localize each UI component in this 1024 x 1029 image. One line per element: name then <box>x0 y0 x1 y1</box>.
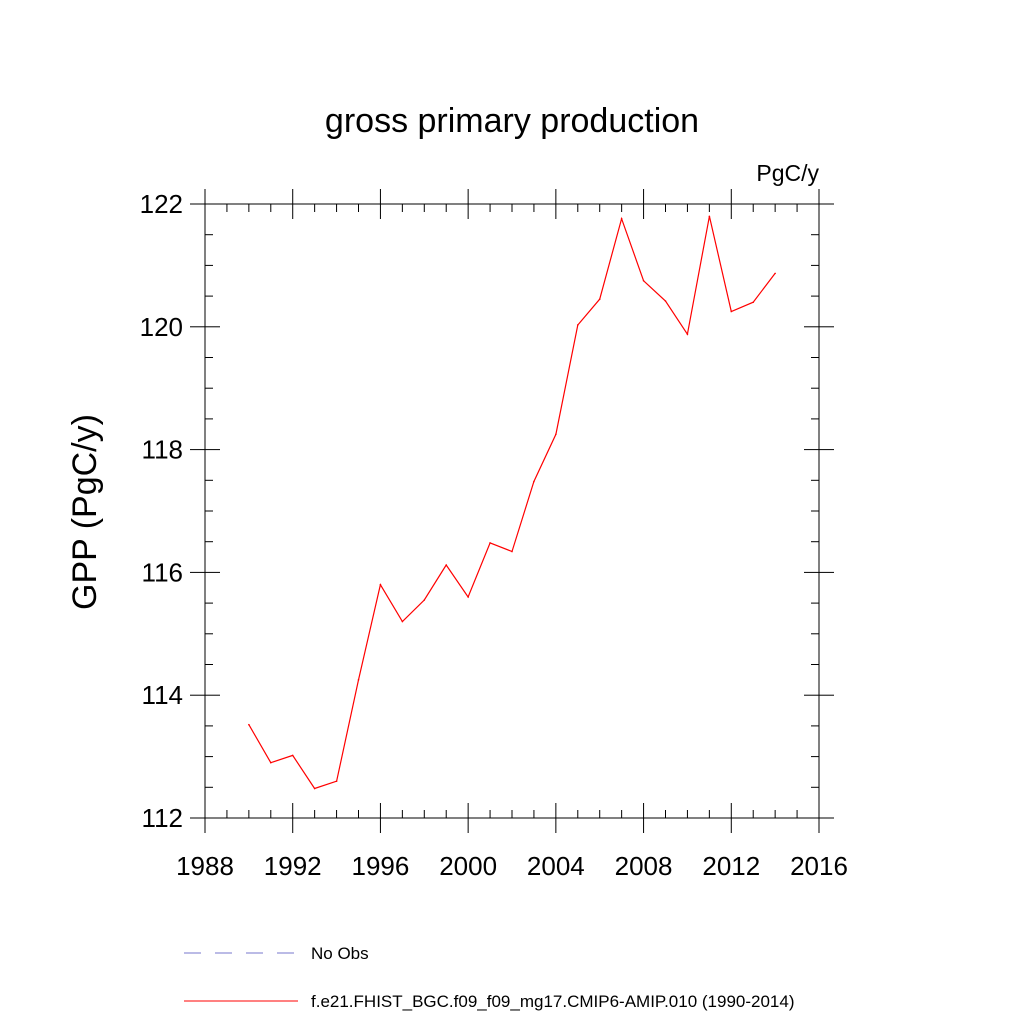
data-point <box>686 333 689 335</box>
data-point <box>335 780 338 782</box>
data-point <box>379 583 382 586</box>
legend: No Obs f.e21.FHIST_BGC.f09_f09_mg17.CMIP6… <box>184 944 795 1011</box>
legend-label: No Obs <box>311 944 369 963</box>
data-point <box>467 596 469 598</box>
x-tick-label: 1996 <box>352 851 410 881</box>
data-point <box>664 300 667 302</box>
legend-label: f.e21.FHIST_BGC.f09_f09_mg17.CMIP6-AMIP.… <box>311 992 795 1011</box>
data-point <box>357 679 360 681</box>
tick-labels: 1988 1992 1996 2000 2004 2008 2012 2016 112 114 11… <box>140 189 848 881</box>
data-point <box>598 298 601 300</box>
data-point <box>730 310 733 313</box>
data-point <box>248 723 250 726</box>
series-layer <box>248 215 776 790</box>
y-tick-label: 118 <box>142 435 183 465</box>
data-point <box>555 433 557 436</box>
data-point <box>708 215 711 218</box>
y-axis-label: GPP (PgC/y) <box>66 414 104 610</box>
data-point <box>401 620 404 623</box>
data-point <box>423 599 426 601</box>
plot-frame <box>204 203 820 819</box>
y-tick-label: 112 <box>142 803 183 833</box>
axis-ticks <box>190 189 834 833</box>
y-tick-label: 122 <box>140 189 183 219</box>
data-point <box>313 787 316 790</box>
x-tick-label: 2008 <box>615 851 673 881</box>
data-point <box>576 324 579 326</box>
data-point <box>752 301 755 304</box>
data-point <box>533 480 535 483</box>
y-tick-label: 116 <box>142 557 183 587</box>
x-tick-label: 2012 <box>702 851 760 881</box>
x-tick-label: 1992 <box>264 851 322 881</box>
data-point <box>774 272 776 275</box>
y-tick-label: 120 <box>140 312 183 342</box>
data-point <box>445 564 448 566</box>
data-point <box>642 279 645 282</box>
chart-title: gross primary production <box>325 102 699 140</box>
x-tick-label: 2004 <box>527 851 585 881</box>
x-tick-label: 2000 <box>439 851 497 881</box>
y-tick-label: 114 <box>142 680 183 710</box>
data-point <box>489 542 491 544</box>
x-tick-label: 1988 <box>176 851 234 881</box>
data-point <box>620 217 623 220</box>
data-point <box>291 754 294 757</box>
units-label: PgC/y <box>756 160 819 186</box>
series-line <box>248 216 776 790</box>
data-point <box>511 550 513 553</box>
data-point <box>269 761 272 764</box>
x-tick-label: 2016 <box>790 851 848 881</box>
